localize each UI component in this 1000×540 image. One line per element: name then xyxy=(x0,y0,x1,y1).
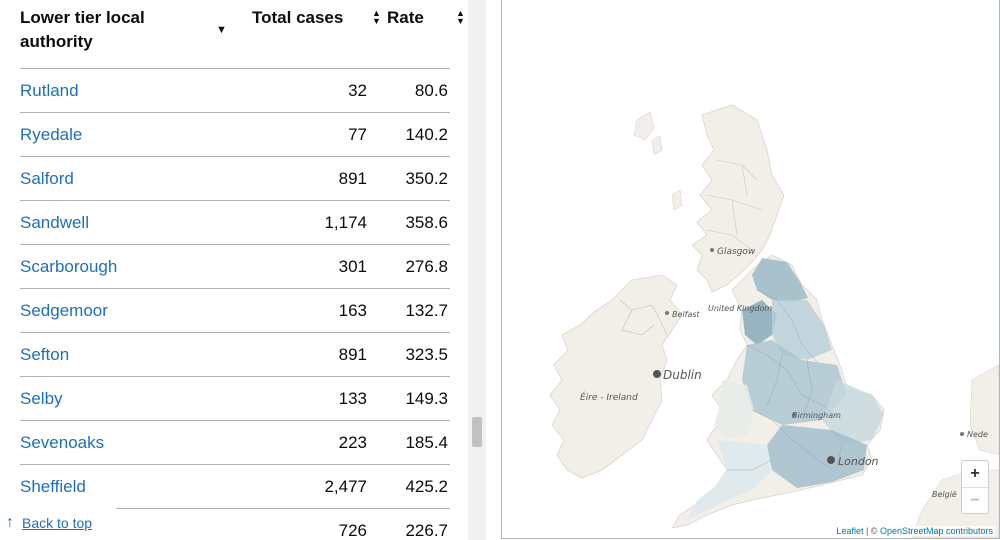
total-cases-value: 163 xyxy=(338,301,367,320)
table-row: Sheffield 2,477 425.2 xyxy=(20,465,450,509)
header-local-authority[interactable]: Lower tier local authority xyxy=(20,8,145,51)
back-to-top-link[interactable]: ↑ Back to top xyxy=(0,508,116,538)
authority-link[interactable]: Sheffield xyxy=(20,477,86,496)
sort-both-icon[interactable]: ▲ ▼ xyxy=(456,8,465,26)
arrow-up-icon: ↑ xyxy=(6,514,14,531)
scrollbar-track[interactable] xyxy=(468,0,486,540)
back-to-top-label[interactable]: Back to top xyxy=(22,515,93,531)
scrollbar-thumb[interactable] xyxy=(472,417,482,447)
authority-link[interactable]: Sevenoaks xyxy=(20,433,105,452)
rate-value: 140.2 xyxy=(405,125,448,144)
ireland-landmass xyxy=(549,274,683,479)
authority-link[interactable]: Sedgemoor xyxy=(20,301,108,320)
choropleth-southwest xyxy=(687,440,772,520)
table-row: Sefton 891 323.5 xyxy=(20,333,450,377)
authority-link[interactable]: Sandwell xyxy=(20,213,89,232)
rate-value: 185.4 xyxy=(405,433,448,452)
table-row: Sandwell 1,174 358.6 xyxy=(20,201,450,245)
table-row: Rutland 32 80.6 xyxy=(20,69,450,113)
london-label: London xyxy=(838,455,879,468)
birmingham-label: Birmingham xyxy=(792,411,841,420)
local-authority-boundaries xyxy=(727,289,843,471)
belfast-label: Belfast xyxy=(672,310,701,319)
scotland-regions xyxy=(706,159,763,251)
rate-value: 149.3 xyxy=(405,389,448,408)
authority-link[interactable]: Rutland xyxy=(20,81,79,100)
authority-link[interactable]: Ryedale xyxy=(20,125,83,144)
zoom-out-button[interactable]: − xyxy=(962,487,988,514)
total-cases-value: 1,174 xyxy=(324,213,367,232)
london-marker xyxy=(827,456,835,464)
table-header: Lower tier local authority ▼ Total cases… xyxy=(20,0,465,69)
table-row: Ryedale 77 140.2 xyxy=(20,113,450,157)
table-row: 726 226.7 xyxy=(20,509,450,540)
rate-value: 350.2 xyxy=(405,169,448,188)
total-cases-value: 2,477 xyxy=(324,477,367,496)
belfast-marker xyxy=(665,311,669,315)
header-total-cases[interactable]: Total cases xyxy=(252,8,344,27)
choropleth-northeast xyxy=(752,258,808,302)
northern-ireland-border xyxy=(619,299,668,336)
choropleth-wales xyxy=(714,380,754,440)
table-row: Salford 891 350.2 xyxy=(20,157,450,201)
zoom-control: + − xyxy=(961,460,989,514)
osm-link[interactable]: OpenStreetMap contributors xyxy=(879,526,993,536)
rate-value: 132.7 xyxy=(405,301,448,320)
nederland-label: Nede xyxy=(967,430,988,439)
dublin-marker xyxy=(653,370,661,378)
choropleth-northwest xyxy=(742,300,777,345)
eire-label: Éire - Ireland xyxy=(580,391,638,403)
map-attribution: Leaflet | © OpenStreetMap contributors xyxy=(834,526,995,536)
birmingham-marker xyxy=(792,413,796,417)
belgie-label: België xyxy=(932,490,957,499)
united-kingdom-label: United Kingdom xyxy=(708,304,772,313)
zoom-in-button[interactable]: + xyxy=(970,465,980,482)
table-row: Selby 133 149.3 xyxy=(20,377,450,421)
map-canvas[interactable]: Glasgow Belfast United Kingdom Dublin Éi… xyxy=(502,0,999,538)
leaflet-link[interactable]: Leaflet xyxy=(836,526,864,536)
scotland-landmass xyxy=(691,104,785,293)
rate-value: 358.6 xyxy=(405,213,448,232)
total-cases-value: 301 xyxy=(338,257,367,276)
glasgow-label: Glasgow xyxy=(717,247,756,257)
choropleth-east xyxy=(822,380,884,445)
europe-landmass xyxy=(969,364,999,456)
total-cases-value: 77 xyxy=(348,125,367,144)
authority-link[interactable]: Selby xyxy=(20,389,63,408)
authority-link[interactable]: Salford xyxy=(20,169,74,188)
sort-both-icon[interactable]: ▲ ▼ xyxy=(372,8,381,26)
total-cases-value: 891 xyxy=(338,345,367,364)
total-cases-value: 891 xyxy=(338,169,367,188)
total-cases-value: 133 xyxy=(338,389,367,408)
table-row: Sevenoaks 223 185.4 xyxy=(20,421,450,465)
rate-value: 425.2 xyxy=(405,477,448,496)
sort-descending-icon[interactable]: ▼ xyxy=(216,24,227,36)
total-cases-value: 223 xyxy=(338,433,367,452)
rate-value: 276.8 xyxy=(405,257,448,276)
choropleth-yorkshire xyxy=(772,300,832,360)
authority-link[interactable]: Sefton xyxy=(20,345,70,364)
total-cases-value: 726 xyxy=(338,521,367,540)
table-row: Scarborough 301 276.8 xyxy=(20,245,450,289)
cases-map[interactable]: Glasgow Belfast United Kingdom Dublin Éi… xyxy=(501,0,1000,539)
table-row: Sedgemoor 163 132.7 xyxy=(20,289,450,333)
header-rate[interactable]: Rate xyxy=(387,8,424,27)
rate-value: 80.6 xyxy=(414,81,448,100)
cases-table: Lower tier local authority ▼ Total cases… xyxy=(0,0,468,540)
choropleth-southeast xyxy=(767,425,867,488)
glasgow-marker xyxy=(710,248,714,252)
attribution-separator: | © xyxy=(863,526,880,536)
nederland-marker xyxy=(960,432,964,436)
rate-value: 323.5 xyxy=(405,345,448,364)
hebrides-islands xyxy=(633,111,683,211)
authority-link[interactable]: Scarborough xyxy=(20,257,118,276)
rate-value: 226.7 xyxy=(405,521,448,540)
total-cases-value: 32 xyxy=(348,81,367,100)
dublin-label: Dublin xyxy=(663,368,702,382)
